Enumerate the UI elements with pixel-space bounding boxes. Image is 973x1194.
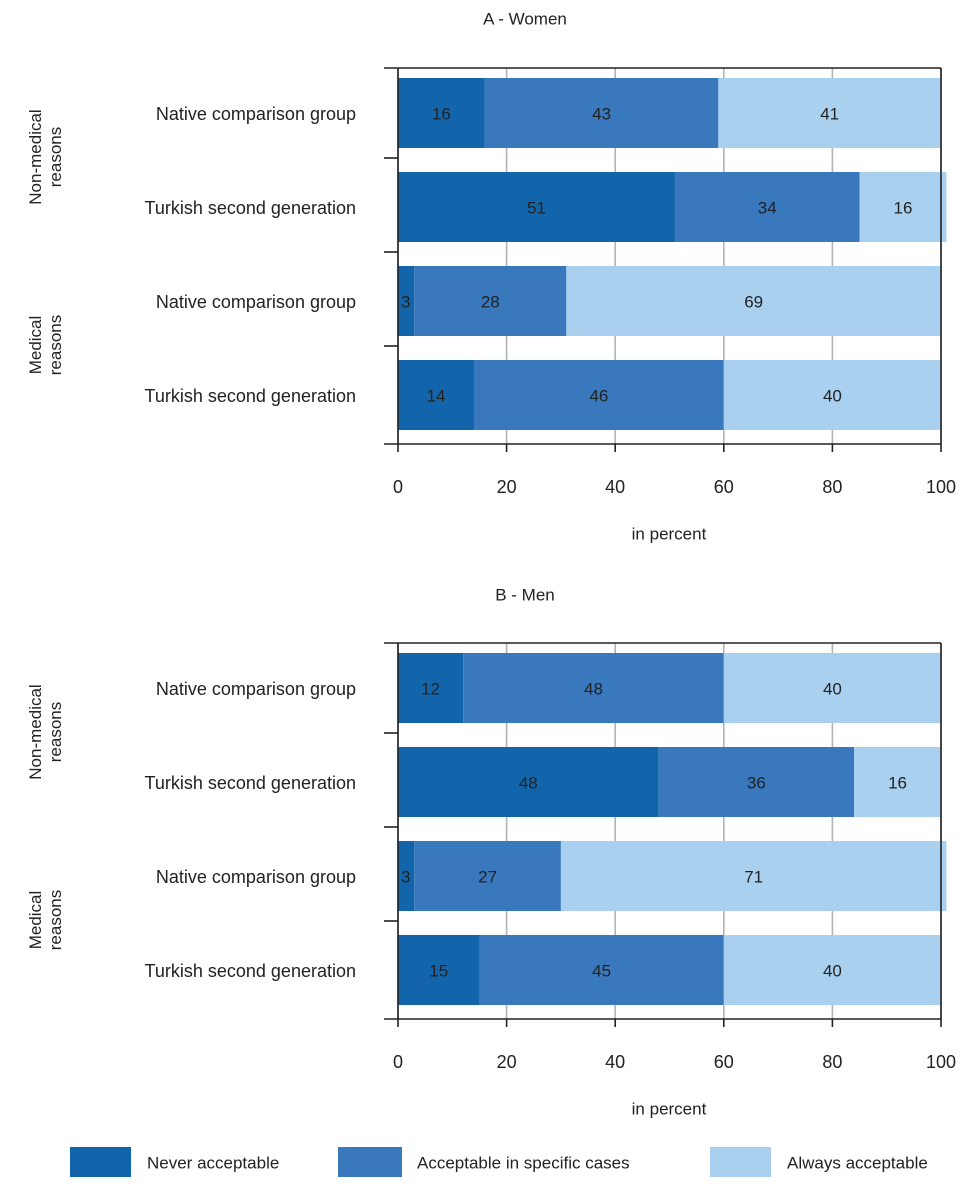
bar-segment-always xyxy=(723,653,941,723)
x-tick-label: 80 xyxy=(822,477,842,497)
legend-swatch-specific xyxy=(338,1147,402,1177)
category-label: Native comparison group xyxy=(156,104,356,124)
legend-label: Acceptable in specific cases xyxy=(417,1154,630,1173)
group-label-line: reasons xyxy=(46,127,65,187)
legend-label: Never acceptable xyxy=(147,1154,279,1173)
group-label-line: Medical xyxy=(26,316,45,375)
data-label: 48 xyxy=(519,774,538,793)
bar-segment-specific xyxy=(674,172,860,242)
x-tick-label: 80 xyxy=(822,1052,842,1072)
group-label-line: Non-medical xyxy=(26,684,45,779)
data-label: 34 xyxy=(758,199,777,218)
bar-segment-always xyxy=(560,841,947,911)
data-label: 27 xyxy=(478,868,497,887)
group-label: Non-medicalreasons xyxy=(26,684,65,779)
legend-swatch-never xyxy=(70,1147,131,1177)
data-label: 28 xyxy=(481,293,500,312)
x-axis-label: in percent xyxy=(632,1100,707,1119)
category-label: Turkish second generation xyxy=(145,961,356,981)
legend-swatch-always xyxy=(710,1147,771,1177)
chart-title: B - Men xyxy=(495,586,555,605)
category-label: Turkish second generation xyxy=(145,386,356,406)
category-label: Native comparison group xyxy=(156,292,356,312)
group-label: Medicalreasons xyxy=(26,315,65,375)
bar-segment-specific xyxy=(414,841,561,911)
legend-label: Always acceptable xyxy=(787,1154,928,1173)
group-label: Non-medicalreasons xyxy=(26,109,65,204)
category-label: Native comparison group xyxy=(156,867,356,887)
x-tick-label: 0 xyxy=(393,477,403,497)
group-label-line: reasons xyxy=(46,890,65,950)
bar-segment-never xyxy=(398,841,415,911)
x-tick-label: 60 xyxy=(714,477,734,497)
data-label: 51 xyxy=(527,199,546,218)
bar-segment-specific xyxy=(463,653,724,723)
x-tick-label: 60 xyxy=(714,1052,734,1072)
data-label: 14 xyxy=(427,387,446,406)
bar-segment-always xyxy=(854,747,941,817)
bar-segment-always xyxy=(723,360,941,430)
bar-segment-always xyxy=(718,78,941,148)
category-label: Turkish second generation xyxy=(145,773,356,793)
chart-panel-women: A - Women 16 43 41 Native comparison group 51… xyxy=(26,10,956,544)
data-label: 41 xyxy=(820,105,839,124)
x-tick-label: 100 xyxy=(926,1052,956,1072)
data-label: 43 xyxy=(592,105,611,124)
bar-segment-always xyxy=(859,172,947,242)
data-label: 46 xyxy=(589,387,608,406)
bar-segment-specific xyxy=(484,78,719,148)
data-label: 48 xyxy=(584,680,603,699)
bar-segment-never xyxy=(398,360,475,430)
x-tick-label: 100 xyxy=(926,477,956,497)
x-tick-label: 0 xyxy=(393,1052,403,1072)
chart-title: A - Women xyxy=(483,10,567,29)
data-label: 12 xyxy=(421,680,440,699)
data-label: 3 xyxy=(401,868,410,887)
bar-segment-always xyxy=(723,935,941,1005)
bar-segment-specific xyxy=(474,360,724,430)
data-label: 16 xyxy=(894,199,913,218)
bar-segment-never xyxy=(398,172,675,242)
bar-segment-specific xyxy=(658,747,855,817)
x-tick-label: 40 xyxy=(605,1052,625,1072)
category-label: Native comparison group xyxy=(156,679,356,699)
group-label-line: Non-medical xyxy=(26,109,45,204)
data-label: 40 xyxy=(823,680,842,699)
group-label-line: Medical xyxy=(26,891,45,950)
legend: Never acceptable Acceptable in specific c… xyxy=(70,1147,928,1177)
group-label-line: reasons xyxy=(46,315,65,375)
bar-segment-never xyxy=(398,653,464,723)
bar-segment-specific xyxy=(479,935,724,1005)
bar-segment-specific xyxy=(414,266,567,336)
x-tick-label: 20 xyxy=(497,1052,517,1072)
category-label: Turkish second generation xyxy=(145,198,356,218)
data-label: 40 xyxy=(823,387,842,406)
data-label: 40 xyxy=(823,962,842,981)
bar-segment-always xyxy=(566,266,941,336)
data-label: 3 xyxy=(401,293,410,312)
data-label: 16 xyxy=(432,105,451,124)
bar-segment-never xyxy=(398,78,485,148)
bar-segment-never xyxy=(398,935,480,1005)
group-label: Medicalreasons xyxy=(26,890,65,950)
data-label: 16 xyxy=(888,774,907,793)
x-axis-label: in percent xyxy=(632,525,707,544)
group-label-line: reasons xyxy=(46,702,65,762)
bar-segment-never xyxy=(398,747,659,817)
data-label: 45 xyxy=(592,962,611,981)
x-tick-label: 40 xyxy=(605,477,625,497)
data-label: 69 xyxy=(744,293,763,312)
bar-segment-never xyxy=(398,266,415,336)
data-label: 36 xyxy=(747,774,766,793)
data-label: 71 xyxy=(744,868,763,887)
data-label: 15 xyxy=(429,962,448,981)
x-tick-label: 20 xyxy=(497,477,517,497)
